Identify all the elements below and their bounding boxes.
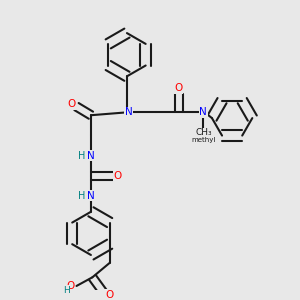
Text: CH₃: CH₃ [195, 128, 211, 137]
Text: O: O [67, 99, 76, 109]
Text: N: N [124, 107, 132, 117]
Text: H: H [63, 286, 70, 295]
Text: O: O [67, 281, 75, 291]
Text: O: O [175, 83, 183, 93]
Text: methyl: methyl [191, 137, 215, 143]
Text: N: N [87, 151, 95, 160]
Text: H: H [78, 151, 85, 160]
Text: H: H [78, 191, 85, 201]
Text: N: N [87, 191, 95, 201]
Text: O: O [114, 171, 122, 181]
Text: O: O [105, 290, 113, 300]
Text: N: N [200, 107, 207, 117]
